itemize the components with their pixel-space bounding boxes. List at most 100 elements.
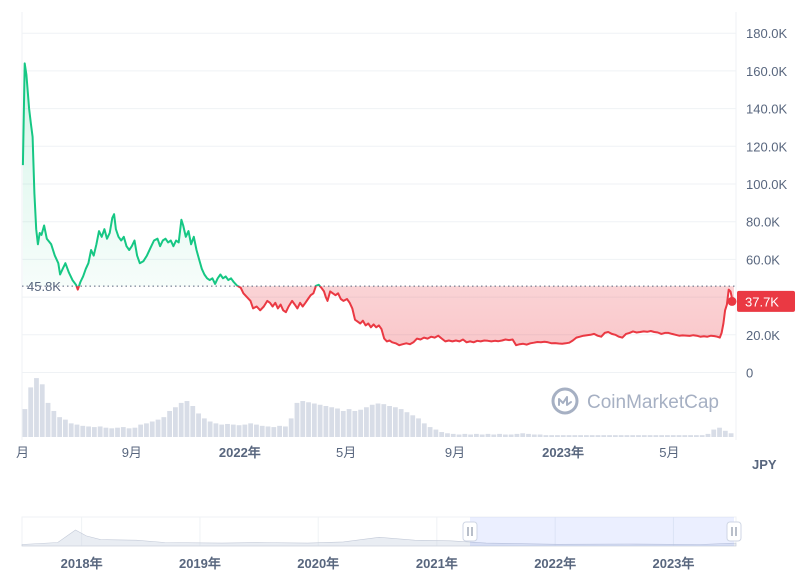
volume-bar [699,435,705,437]
volume-bar [323,406,329,437]
volume-bar [68,423,74,437]
volume-bar [653,435,659,437]
current-price-label: 37.7K [745,294,779,309]
volume-bar [340,410,346,437]
volume-bar [335,408,340,437]
volume-bar [63,419,68,437]
y-tick-label: 120.0K [746,139,788,154]
volume-bar [213,423,219,437]
volume-bar [364,407,369,437]
y-tick-label: 80.0K [746,215,780,230]
volume-bar [86,426,91,437]
volume-bar [589,435,595,437]
navigator-labels: 2018年 2019年 2020年 2021年 2022年 2023年 [61,556,695,571]
volume-bar [242,424,248,437]
volume-bar [462,433,468,437]
volume-bar [566,435,572,437]
volume-bar [705,433,711,437]
volume-bar [526,433,531,437]
x-tick-label: 5月 [336,445,356,460]
volume-bar [369,404,375,437]
volume-bar [531,434,537,437]
volume-bar [277,425,282,437]
y-tick-label: 60.0K [746,252,780,267]
volume-bar [479,434,485,437]
volume-bar [595,435,601,437]
volume-bar [288,418,294,437]
volume-bar [560,435,566,437]
volume-bar [97,426,103,437]
navigator-year-label: 2018年 [61,556,103,571]
volume-bar [670,435,676,437]
volume-bar [311,403,317,437]
y-tick-label: 20.0K [746,328,780,343]
volume-bar [485,433,491,437]
volume-bar [398,409,404,437]
volume-bar [502,434,508,437]
currency-label: JPY [752,457,777,472]
price-line-up [21,62,322,287]
volume-bar [636,435,641,437]
volume-bar [427,427,433,437]
y-tick-label: 0 [746,366,753,381]
volume-bar [161,417,167,437]
volume-bar [45,402,51,437]
volume-bar [722,430,728,437]
volume-bar [225,423,230,437]
volume-bar [607,435,612,437]
volume-bar [149,421,155,437]
x-tick-label: 2023年 [542,445,584,460]
volume-bar [421,423,427,437]
current-price-badge [737,290,795,312]
volume-bar [219,424,225,437]
volume-bar [450,433,456,437]
volume-bar [578,435,583,437]
volume-bar [468,434,474,437]
volume-bar [138,424,144,437]
x-tick-label: 月 [16,445,29,460]
volume-bar [57,417,63,437]
volume-bar [497,433,502,437]
range-navigator[interactable]: 2018年 2019年 2020年 2021年 2022年 2023年 [21,516,742,571]
volume-bar [190,406,196,437]
volume-bar [329,407,335,437]
navigator-handle-right[interactable] [726,521,742,542]
volume-bar [346,409,352,437]
navigator-grid [81,517,674,546]
volume-bar [144,423,149,437]
volume-bar [439,432,445,437]
volume-bar [693,435,699,437]
volume-bar [282,426,288,437]
volume-bar [387,406,392,437]
volume-bar [39,384,45,437]
coinmarketcap-logo-icon [551,387,579,415]
volume-bar [294,402,300,437]
volume-bar [103,427,109,437]
volume-bar [265,426,271,437]
navigator-year-label: 2021年 [416,556,458,571]
y-axis-ticks: 180.0K 160.0K 140.0K 120.0K 100.0K 80.0K 60.0K… [746,26,788,380]
volume-bar [300,401,306,437]
volume-bar [728,433,734,437]
volume-bar [404,412,410,437]
navigator-handle-left[interactable] [462,521,478,542]
drag-handle-icon [731,527,737,536]
volume-bar [392,407,398,437]
x-tick-label: 5月 [659,445,679,460]
volume-bars [22,378,734,437]
navigator-year-label: 2019年 [179,556,221,571]
volume-bar [317,404,323,437]
volume-bar [433,429,439,437]
x-tick-label: 9月 [122,445,142,460]
volume-bar [271,427,277,437]
x-axis-ticks: 月 9月 2022年 5月 9月 2023年 5月 [16,445,679,460]
volume-bar [583,435,589,437]
volume-bar [167,410,173,437]
reference-label: 45.8K [27,279,61,294]
volume-bar [618,435,624,437]
volume-bar [51,410,57,437]
navigator-selection[interactable] [470,517,734,546]
volume-bar [555,435,560,437]
volume-bar [543,435,549,437]
